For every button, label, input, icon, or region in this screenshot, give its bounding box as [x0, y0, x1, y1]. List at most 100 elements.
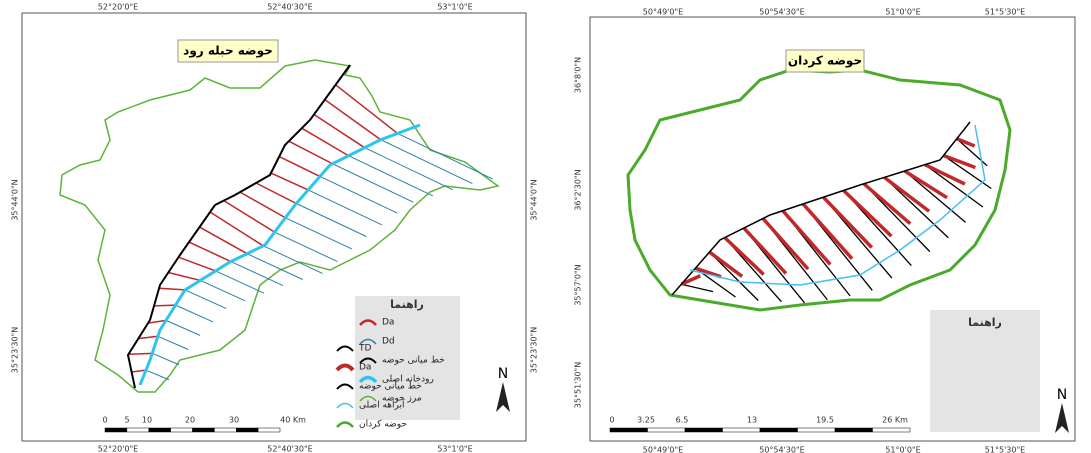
scale-segment [609, 427, 648, 433]
legend-symbol [359, 338, 377, 345]
da-line [154, 304, 176, 307]
dd-line [364, 147, 453, 191]
main-river [138, 123, 421, 386]
dd-line [246, 253, 303, 280]
legend-symbol [359, 395, 377, 402]
scale-segment [236, 427, 259, 433]
north-arrow [1055, 403, 1069, 433]
left-coordinate: 35°44'0"N [11, 179, 20, 220]
legend-box [355, 296, 460, 420]
north-label: N [498, 366, 508, 382]
north-arrow [496, 382, 510, 412]
bottom-coordinate: 51°0'0"E [885, 446, 920, 453]
da-line [694, 266, 722, 279]
dd-line [215, 270, 265, 294]
td-line [924, 164, 984, 208]
da-line [147, 319, 167, 324]
top-coordinate: 50°54'30"E [759, 8, 804, 17]
td-line [904, 170, 967, 223]
scale-segment [759, 427, 798, 433]
top-coordinate: 50°49'0"E [643, 8, 683, 17]
dd-line [397, 132, 493, 180]
scale-segment [684, 427, 723, 433]
scale-segment [126, 427, 149, 433]
map-title: حوضه کردان [788, 54, 862, 69]
dd-line [152, 352, 180, 366]
da-line [239, 191, 286, 219]
dd-line [145, 369, 170, 381]
da-line [255, 182, 297, 205]
bottom-coordinate: 52°20'0"E [98, 445, 138, 453]
da-line [188, 241, 232, 263]
da-line [178, 256, 216, 272]
top-coordinate: 51°0'0"E [885, 8, 920, 17]
da-line [278, 155, 321, 178]
left-coordinate: 35°51'30"N [574, 362, 583, 408]
da-line [209, 211, 264, 247]
dd-line [332, 163, 414, 203]
legend-label: حوضه کردان [359, 420, 407, 430]
da-line [924, 163, 966, 186]
scale-label: 5 [124, 416, 129, 425]
top-coordinate: 52°40'30"E [267, 3, 312, 12]
legend-label: رودخانه اصلی [382, 375, 434, 385]
dd-line [157, 335, 189, 350]
da-line [138, 335, 158, 340]
da-line [168, 271, 201, 282]
da-line [324, 99, 382, 141]
dd-line [175, 304, 214, 323]
legend-label: خط میانی حوضه [359, 382, 422, 392]
legend-symbol [336, 402, 354, 409]
legend-symbol [359, 357, 377, 364]
da-line [801, 202, 854, 260]
da-line [270, 172, 309, 191]
da-line [956, 137, 976, 148]
bottom-coordinate: 50°54'30"E [759, 446, 804, 453]
dd-line [263, 245, 323, 274]
scale-label: 10 [142, 416, 152, 425]
scale-segment [148, 427, 171, 433]
dd-line [285, 217, 353, 250]
dd-line [184, 289, 227, 309]
north-label: N [1057, 387, 1067, 403]
legend-label: Dd [382, 337, 395, 347]
legend-symbol [336, 345, 354, 352]
bottom-coordinate: 50°49'0"E [643, 446, 683, 453]
left-coordinate: 35°57'0"N [574, 264, 583, 305]
da-line [862, 182, 912, 225]
dd-line [200, 279, 246, 302]
left-coordinate: 36°8'0"N [574, 57, 583, 93]
map-title: حوضه حبله رود [183, 44, 273, 59]
da-line [883, 176, 931, 213]
scale-label: 26 Km [882, 416, 908, 425]
scale-segment [170, 427, 193, 433]
scale-segment [214, 427, 237, 433]
right-coordinate: 35°44'0"N [530, 179, 539, 220]
legend-label: Da [359, 363, 371, 373]
right-coordinate: 35°23'30"N [530, 327, 539, 373]
basin-boundary [59, 59, 500, 393]
legend-symbol [336, 421, 354, 428]
scale-segment [104, 427, 128, 433]
scale-segment [834, 427, 873, 433]
da-line [313, 113, 366, 149]
da-line [723, 236, 765, 276]
midline [126, 64, 351, 389]
dd-line [380, 139, 473, 184]
da-line [199, 226, 248, 255]
dd-line [307, 189, 382, 226]
bottom-coordinate: 53°1'0"E [437, 445, 472, 453]
td-line [681, 283, 714, 293]
da-line [128, 352, 153, 355]
main-stream [689, 124, 986, 286]
da-line [942, 153, 976, 170]
legend-symbol [335, 363, 355, 372]
bottom-coordinate: 51°5'30"E [985, 446, 1025, 453]
scale-label: 6.5 [676, 416, 689, 425]
da-line [223, 199, 276, 233]
top-coordinate: 51°5'30"E [985, 8, 1025, 17]
da-line [288, 140, 333, 165]
dd-line [230, 261, 284, 286]
top-coordinate: 52°20'0"E [98, 3, 138, 12]
da-line [708, 250, 744, 278]
